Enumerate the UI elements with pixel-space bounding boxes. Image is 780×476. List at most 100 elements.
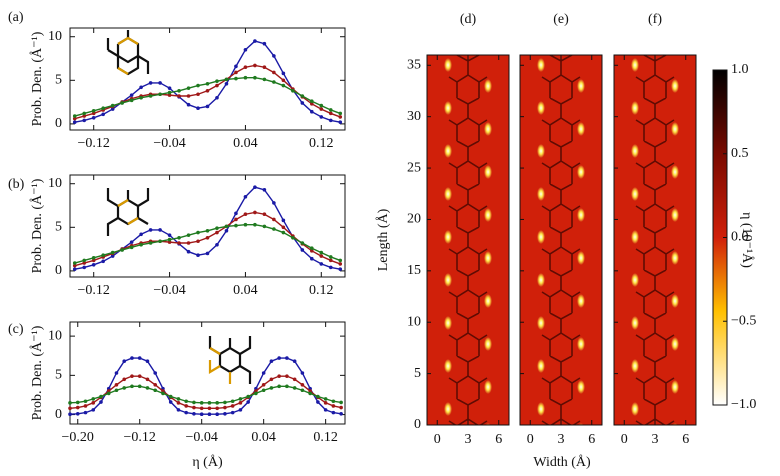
data-point	[91, 408, 96, 412]
data-point	[262, 41, 267, 46]
data-point	[223, 405, 227, 410]
data-point	[205, 251, 210, 256]
colorbar-tick-label: 1.0	[731, 62, 749, 77]
colorbar-tick-label: 0.5	[731, 146, 749, 161]
data-point	[148, 241, 153, 245]
data-point	[281, 78, 286, 83]
data-point	[272, 54, 276, 58]
y-tick-label: 5	[414, 366, 421, 381]
plot-frame	[69, 321, 346, 425]
y-tick-label: 10	[48, 328, 62, 343]
data-point	[167, 240, 172, 244]
data-point	[246, 394, 250, 399]
data-point	[253, 75, 257, 80]
data-point	[99, 400, 103, 404]
data-point	[291, 235, 295, 240]
data-point	[269, 359, 274, 364]
y-tick-label: 35	[407, 57, 421, 72]
y-tick-label: 0	[55, 407, 62, 422]
data-point	[224, 81, 229, 86]
data-point	[139, 85, 143, 90]
y-tick-label: 0	[414, 417, 421, 432]
data-point	[72, 263, 77, 268]
data-point	[139, 95, 143, 100]
x-tick-label: −0.04	[185, 430, 217, 445]
data-point	[243, 194, 248, 199]
data-point	[129, 93, 134, 97]
data-point	[83, 410, 88, 415]
data-point	[331, 399, 336, 404]
data-point	[292, 377, 297, 382]
colorbar-tick-label: −0.5	[731, 313, 756, 328]
data-point	[75, 405, 80, 410]
y-tick-label: 0	[55, 116, 62, 131]
y-axis-label: Length (Å)	[375, 208, 391, 271]
y-tick-label: 5	[55, 73, 62, 88]
data-point	[243, 222, 248, 227]
data-point	[148, 94, 153, 98]
x-tick-label: 6	[682, 432, 689, 447]
data-point	[158, 228, 162, 232]
data-point	[292, 359, 297, 364]
data-point	[176, 401, 181, 405]
data-point	[328, 111, 333, 116]
data-point	[82, 265, 87, 270]
data-point	[120, 101, 124, 105]
y-tick-label: 0	[55, 263, 62, 278]
data-point	[186, 86, 191, 90]
plot-frame	[69, 174, 346, 278]
data-point	[281, 225, 286, 230]
data-point	[91, 115, 96, 120]
data-point	[110, 103, 115, 108]
data-point	[300, 388, 305, 393]
panel-label: (b)	[8, 177, 25, 192]
data-point	[272, 227, 276, 231]
data-point	[167, 93, 172, 97]
data-point	[319, 115, 324, 119]
data-point	[91, 401, 96, 405]
x-tick-label: −0.12	[78, 283, 110, 298]
data-point	[243, 75, 248, 80]
data-point	[215, 412, 219, 416]
data-point	[243, 65, 248, 70]
data-point	[272, 70, 276, 75]
data-point	[196, 106, 200, 111]
data-point	[331, 404, 336, 408]
data-point	[177, 94, 181, 98]
data-point	[196, 230, 200, 235]
x-tick-label: 3	[465, 432, 472, 447]
data-point	[184, 399, 188, 404]
data-point	[281, 230, 286, 235]
series-line	[69, 357, 342, 415]
data-point	[262, 77, 267, 82]
x-tick-label: −0.04	[153, 283, 185, 298]
data-point	[230, 399, 235, 404]
data-point	[291, 88, 295, 93]
data-point	[186, 249, 191, 254]
data-point	[224, 77, 229, 82]
data-point	[207, 401, 212, 405]
data-point	[234, 70, 238, 75]
data-point	[137, 374, 142, 378]
data-point	[310, 256, 314, 261]
data-point	[153, 382, 158, 387]
data-point	[234, 64, 238, 69]
data-point	[238, 408, 243, 412]
data-point	[224, 224, 229, 229]
data-point	[205, 228, 210, 233]
data-point	[215, 230, 219, 235]
molecule-inset	[106, 188, 150, 236]
data-point	[110, 107, 115, 111]
data-point	[319, 262, 324, 266]
panel-label: (e)	[553, 12, 569, 27]
data-point	[82, 261, 87, 265]
heatmap-panel	[520, 55, 602, 425]
data-point	[230, 404, 235, 408]
data-point	[253, 210, 257, 215]
data-point	[129, 98, 134, 103]
data-point	[272, 217, 276, 222]
data-point	[223, 400, 227, 405]
x-axis-label: Width (Å)	[533, 454, 591, 470]
x-tick-label: 0.04	[233, 136, 258, 151]
